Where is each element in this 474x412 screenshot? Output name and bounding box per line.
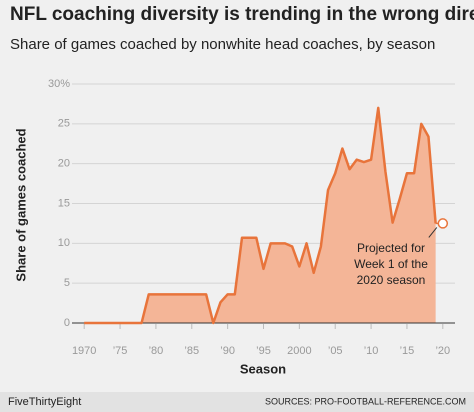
y-tick-label: 15 — [58, 197, 70, 209]
footer-band — [0, 392, 474, 412]
y-tick-label: 20 — [58, 158, 70, 170]
y-axis-label: Share of games coached — [13, 128, 28, 281]
x-tick-label: ’05 — [328, 345, 343, 357]
line — [84, 106, 437, 325]
x-tick-label: ’10 — [364, 345, 379, 357]
x-tick-label: ’75 — [113, 345, 128, 357]
x-tick-label: ’95 — [256, 345, 271, 357]
annotation: Projected for — [357, 241, 425, 255]
footer-source: SOURCES: PRO-FOOTBALL-REFERENCE.COM — [265, 396, 466, 406]
x-tick-label: 1970 — [72, 345, 96, 357]
x-tick-label: ’85 — [184, 345, 199, 357]
projected-point — [437, 218, 449, 229]
x-tick-label: ’90 — [220, 345, 235, 357]
chart-title: NFL coaching diversity is trending in th… — [10, 4, 474, 25]
y-tick-label: 0 — [64, 317, 70, 329]
y-tick-label: 30% — [48, 78, 70, 90]
y-tick-label: 10 — [58, 237, 70, 249]
x-axis-label: Season — [240, 361, 286, 376]
y-tick-label: 25 — [58, 118, 70, 130]
footer-brand: FiveThirtyEight — [8, 396, 81, 408]
x-tick-label: ’20 — [435, 345, 450, 357]
annotation: 2020 season — [357, 273, 426, 287]
x-tick-label: ’15 — [400, 345, 415, 357]
annotation-leader — [428, 227, 438, 238]
x-tick-label: ’80 — [149, 345, 164, 357]
area — [84, 107, 436, 324]
y-tick-label: 5 — [64, 277, 70, 289]
x-tick-label: 2000 — [287, 345, 311, 357]
chart-subtitle: Share of games coached by nonwhite head … — [10, 36, 435, 53]
annotation: Week 1 of the — [354, 257, 428, 271]
